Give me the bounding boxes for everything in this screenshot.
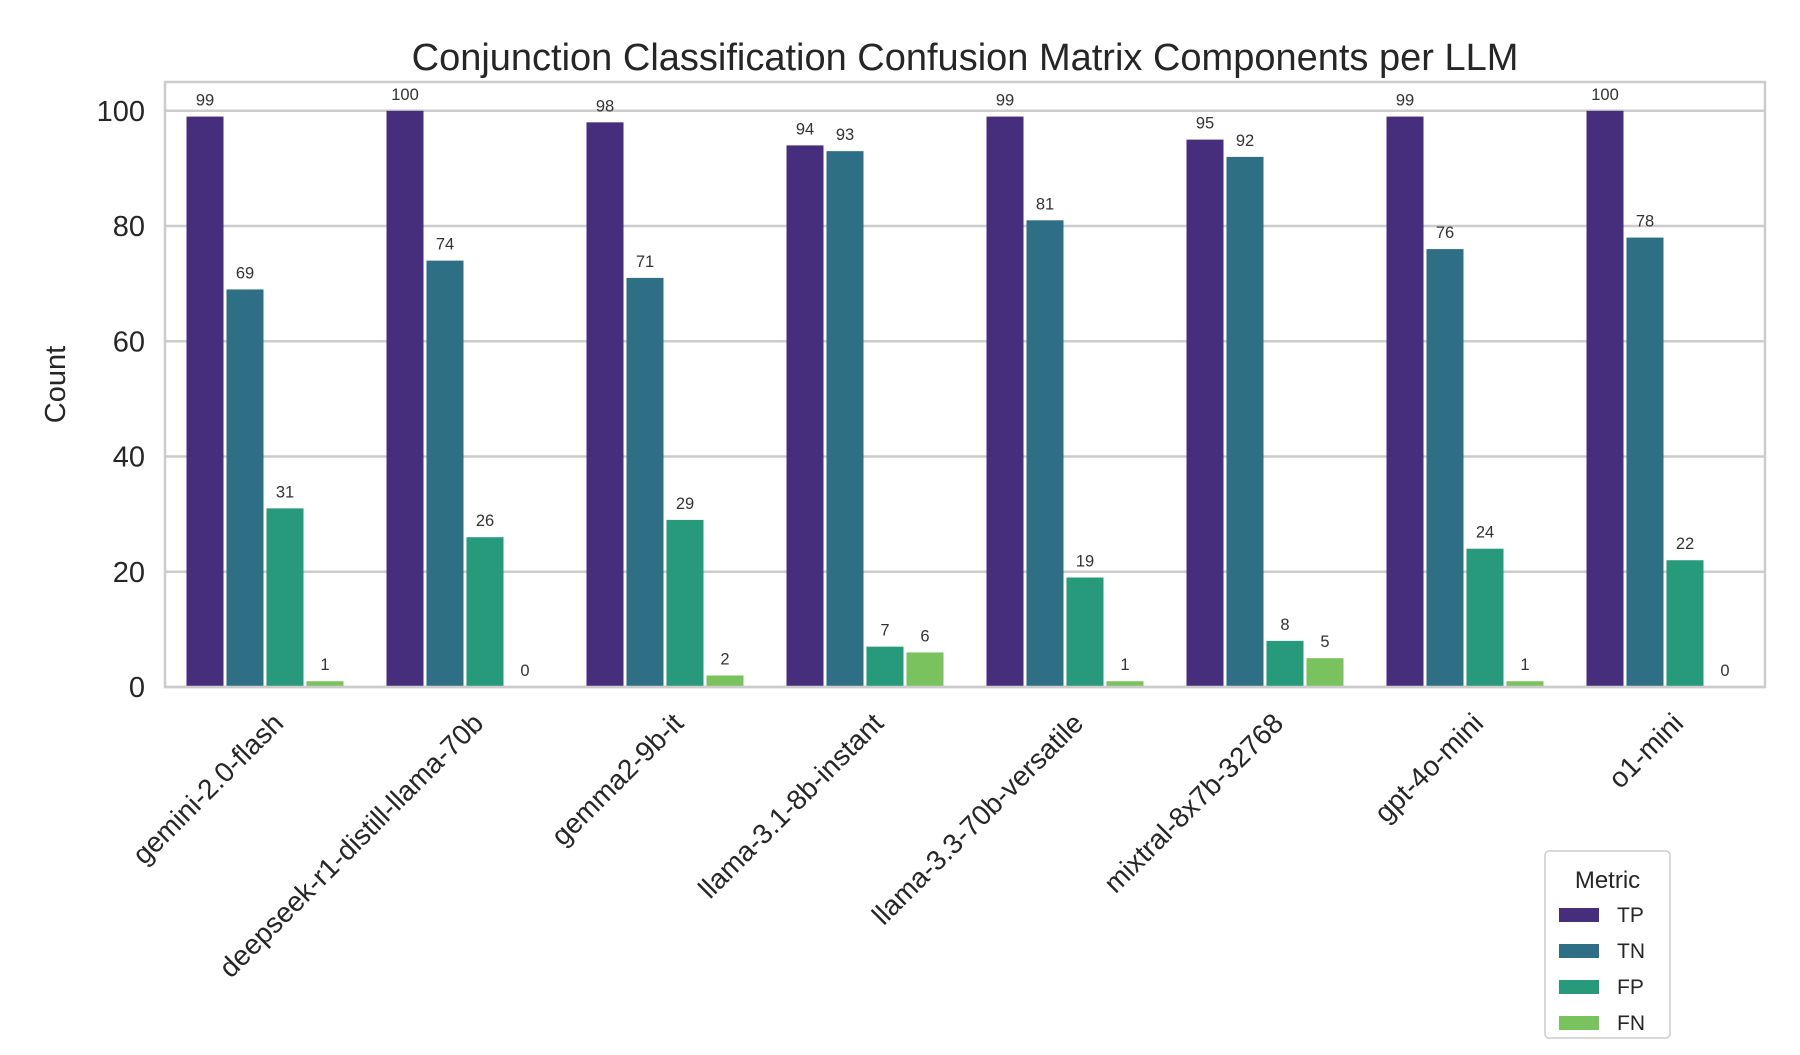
data-label: 0	[520, 662, 529, 680]
data-label: 22	[1676, 535, 1694, 553]
bars-layer	[186, 110, 1704, 688]
bar-fp-llama-3.1-8b-instant	[866, 646, 904, 687]
data-label: 19	[1076, 553, 1094, 571]
legend: Metric TP TN FP FN	[1544, 850, 1671, 1039]
bar-tp-o1-mini	[1586, 110, 1624, 688]
bar-fn-gpt-4o-mini	[1506, 681, 1544, 687]
data-label: 24	[1476, 524, 1494, 542]
x-tick-label: mixtral-8x7b-32768	[1098, 707, 1289, 898]
legend-title: Metric	[1575, 867, 1640, 894]
data-label: 98	[596, 97, 614, 115]
bar-tn-o1-mini	[1626, 237, 1664, 688]
legend-swatch-fn	[1559, 1016, 1599, 1030]
bar-tn-llama-3.1-8b-instant	[826, 151, 864, 688]
data-label: 100	[1591, 86, 1619, 104]
bar-fp-gemini-2.0-flash	[266, 508, 304, 687]
x-tick-label: gemini-2.0-flash	[126, 707, 289, 870]
x-tick-labels: gemini-2.0-flashdeepseek-r1-distill-llam…	[126, 707, 1689, 983]
data-label: 99	[996, 92, 1014, 110]
data-label: 5	[1320, 633, 1329, 651]
y-tick-label: 0	[129, 672, 145, 704]
bar-fn-gemma2-9b-it	[706, 675, 744, 687]
bar-tn-gemma2-9b-it	[626, 277, 664, 687]
bar-fn-mixtral-8x7b-32768	[1306, 658, 1344, 687]
data-label: 99	[196, 92, 214, 110]
legend-label-fp: FP	[1617, 976, 1644, 999]
data-label: 2	[720, 650, 729, 668]
data-label: 1	[1120, 656, 1129, 674]
bar-fn-gemini-2.0-flash	[306, 681, 344, 687]
legend-label-fn: FN	[1617, 1012, 1645, 1035]
data-label: 6	[920, 627, 929, 645]
data-label: 31	[276, 483, 294, 501]
data-label: 8	[1280, 616, 1289, 634]
bar-tp-mixtral-8x7b-32768	[1186, 139, 1224, 688]
bar-fn-llama-3.1-8b-instant	[906, 652, 944, 687]
legend-items: TP TN FP FN	[1559, 904, 1645, 1035]
bar-tn-gpt-4o-mini	[1426, 249, 1464, 687]
data-label: 71	[636, 253, 654, 271]
data-label: 100	[391, 86, 419, 104]
data-label: 76	[1436, 224, 1454, 242]
data-label: 95	[1196, 115, 1214, 133]
data-label: 1	[1520, 656, 1529, 674]
bar-tp-gpt-4o-mini	[1386, 116, 1424, 688]
data-label: 0	[1720, 662, 1729, 680]
bar-tn-llama-3.3-70b-versatile	[1026, 220, 1064, 688]
legend-swatch-tp	[1559, 908, 1599, 922]
data-label: 26	[476, 512, 494, 530]
bar-tp-deepseek-r1-distill-llama-70b	[386, 110, 424, 688]
y-axis-label: Count	[40, 346, 72, 423]
bar-fp-o1-mini	[1666, 560, 1704, 687]
bar-tp-llama-3.1-8b-instant	[786, 145, 824, 687]
data-label: 99	[1396, 92, 1414, 110]
data-label: 29	[676, 495, 694, 513]
data-label: 69	[236, 264, 254, 282]
x-tick-label: gpt-4o-mini	[1368, 707, 1489, 828]
bar-fp-llama-3.3-70b-versatile	[1066, 577, 1104, 687]
legend-swatch-tn	[1559, 944, 1599, 958]
bar-tn-gemini-2.0-flash	[226, 289, 264, 687]
x-tick-label: llama-3.1-8b-instant	[692, 707, 889, 904]
data-label: 78	[1636, 213, 1654, 231]
bar-tp-gemma2-9b-it	[586, 122, 624, 688]
y-tick-label: 80	[113, 211, 145, 243]
legend-swatch-fp	[1559, 980, 1599, 994]
bar-fp-gemma2-9b-it	[666, 519, 704, 687]
plot-frame	[163, 80, 1767, 689]
bar-tp-gemini-2.0-flash	[186, 116, 224, 688]
y-tick-label: 40	[113, 442, 145, 474]
data-label: 74	[436, 236, 454, 254]
bar-fp-mixtral-8x7b-32768	[1266, 640, 1304, 687]
x-tick-label: o1-mini	[1602, 707, 1689, 794]
data-label: 93	[836, 126, 854, 144]
data-label: 81	[1036, 195, 1054, 213]
bar-fp-gpt-4o-mini	[1466, 548, 1504, 687]
data-label: 94	[796, 120, 814, 138]
x-tick-label: llama-3.3-70b-versatile	[866, 707, 1089, 930]
y-tick-labels: 0 20 40 60 80 100	[97, 96, 145, 704]
y-tick-label: 20	[113, 557, 145, 589]
bar-tn-deepseek-r1-distill-llama-70b	[426, 260, 464, 687]
data-label: 92	[1236, 132, 1254, 150]
y-tick-label: 60	[113, 326, 145, 358]
y-tick-label: 100	[97, 96, 145, 128]
x-tick-label: gemma2-9b-it	[545, 707, 689, 851]
bar-tp-llama-3.3-70b-versatile	[986, 116, 1024, 688]
chart-title: Conjunction Classification Confusion Mat…	[412, 37, 1519, 79]
data-label: 7	[880, 622, 889, 640]
bar-fn-llama-3.3-70b-versatile	[1106, 681, 1144, 687]
legend-label-tp: TP	[1617, 904, 1644, 927]
data-label: 1	[320, 656, 329, 674]
bar-tn-mixtral-8x7b-32768	[1226, 156, 1264, 687]
legend-label-tn: TN	[1617, 940, 1645, 963]
bar-fp-deepseek-r1-distill-llama-70b	[466, 537, 504, 687]
